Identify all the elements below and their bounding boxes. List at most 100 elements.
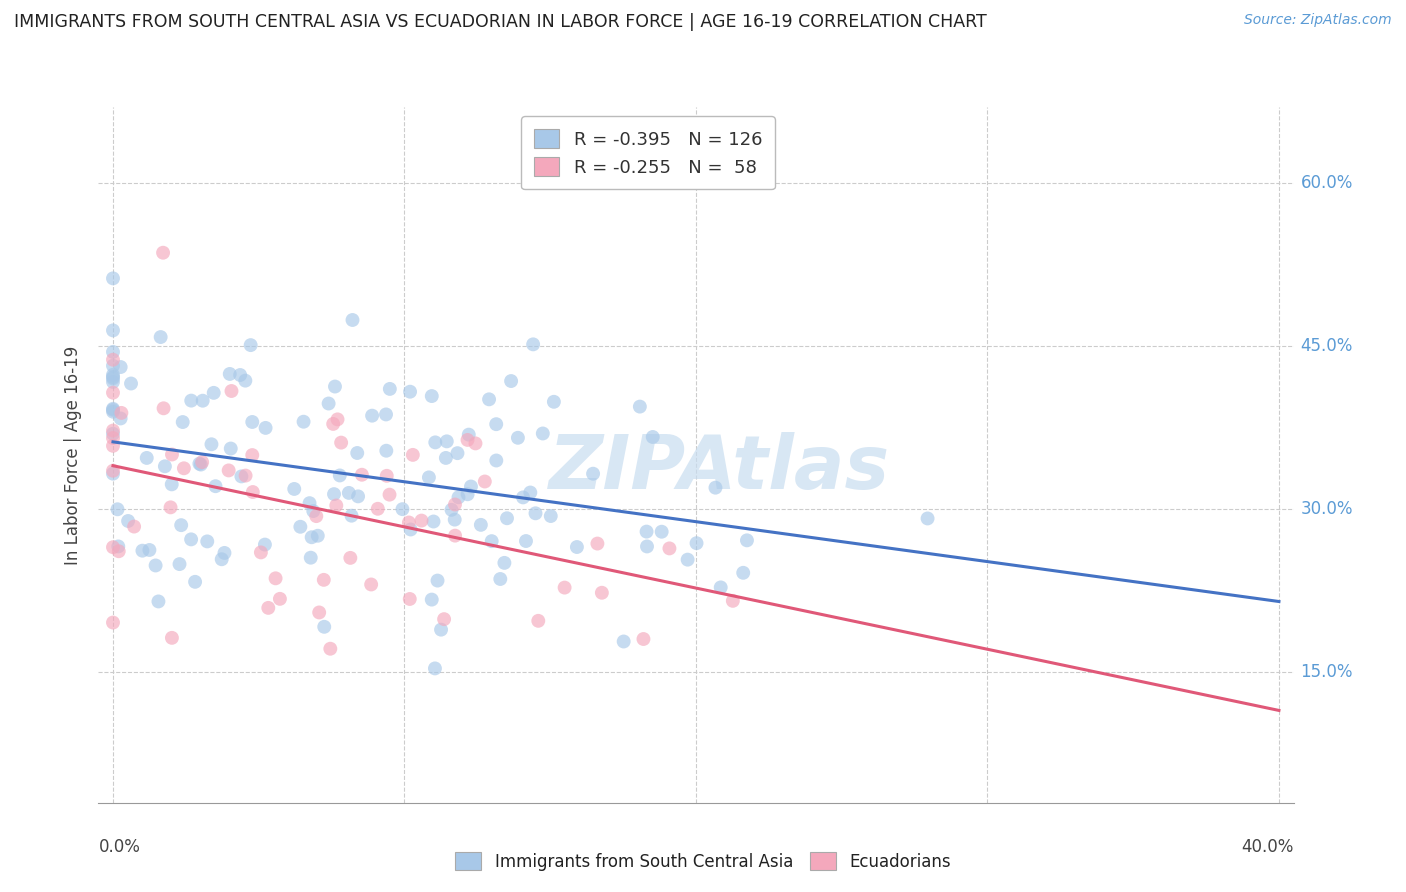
Point [522,337,544,351]
Point [101,368,124,382]
Point [110,359,132,374]
Point [101,352,124,367]
Point [131,543,153,558]
Point [229,368,252,382]
Point [721,594,744,608]
Point [305,509,328,524]
Point [418,470,440,484]
Point [444,498,467,512]
Point [190,458,212,472]
Point [506,431,529,445]
Point [292,415,315,429]
Point [253,538,276,552]
Point [152,401,174,416]
Point [460,479,482,493]
Point [110,411,132,425]
Point [591,586,613,600]
Point [710,581,733,595]
Point [457,427,479,442]
Point [307,529,329,543]
Point [242,485,264,500]
Legend: Immigrants from South Central Asia, Ecuadorians: Immigrants from South Central Asia, Ecua… [446,844,960,880]
Point [264,571,287,585]
Point [375,408,398,422]
Point [218,463,240,477]
Point [489,572,512,586]
Point [399,384,422,399]
Point [170,518,193,533]
Point [425,435,447,450]
Point [685,536,707,550]
Point [531,426,554,441]
Point [658,541,681,556]
Point [240,448,263,462]
Point [101,401,124,416]
Point [101,467,124,481]
Point [204,479,226,493]
Point [298,496,321,510]
Point [117,514,139,528]
Point [733,566,755,580]
Point [446,446,468,460]
Point [122,519,145,533]
Point [628,400,651,414]
Point [107,502,129,516]
Point [430,623,453,637]
Point [101,464,124,478]
Point [231,469,253,483]
Point [159,500,181,515]
Point [120,376,142,391]
Point [474,475,496,489]
Point [101,323,124,337]
Point [160,631,183,645]
Point [420,592,443,607]
Point [290,520,312,534]
Point [101,424,124,438]
Point [582,467,605,481]
Point [496,511,519,525]
Point [444,528,467,542]
Point [101,431,124,445]
Point [540,509,562,524]
Text: 60.0%: 60.0% [1301,174,1353,192]
Point [138,543,160,558]
Point [101,615,124,630]
Point [239,338,262,352]
Text: 30.0%: 30.0% [1301,500,1353,518]
Point [586,536,609,550]
Point [501,374,523,388]
Point [527,614,550,628]
Point [214,546,236,560]
Point [269,591,291,606]
Point [411,514,433,528]
Point [494,556,516,570]
Point [101,385,124,400]
Point [101,359,124,373]
Text: ZIPAtlas: ZIPAtlas [550,433,890,506]
Point [433,612,456,626]
Point [398,516,420,530]
Point [423,661,446,675]
Point [254,421,277,435]
Point [636,540,658,554]
Point [218,367,240,381]
Point [399,523,422,537]
Point [402,448,425,462]
Point [101,439,124,453]
Point [543,394,565,409]
Point [347,489,370,503]
Point [101,371,124,385]
Point [101,271,124,285]
Point [361,409,384,423]
Point [378,488,401,502]
Text: IMMIGRANTS FROM SOUTH CENTRAL ASIA VS ECUADORIAN IN LABOR FORCE | AGE 16-19 CORR: IMMIGRANTS FROM SOUTH CENTRAL ASIA VS EC… [14,13,987,31]
Point [478,392,501,407]
Point [101,540,124,554]
Point [367,501,389,516]
Point [554,581,576,595]
Point [257,600,280,615]
Point [172,415,194,429]
Point [375,443,398,458]
Point [145,558,167,573]
Point [110,406,132,420]
